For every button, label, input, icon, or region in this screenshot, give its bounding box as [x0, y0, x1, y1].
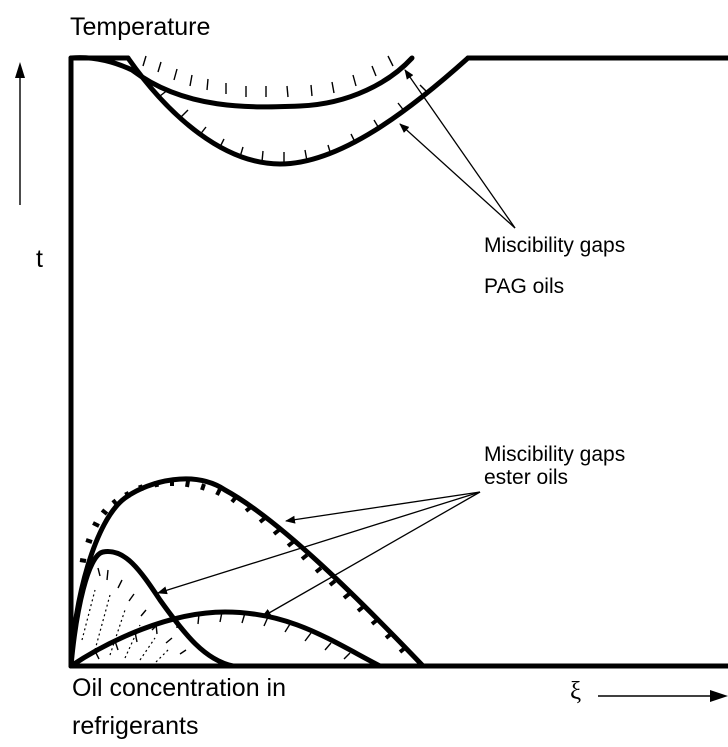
- pag-label-line2: PAG oils: [484, 275, 565, 298]
- pag-label-line1: Miscibility gaps: [484, 234, 626, 257]
- ester-gap-large: [68, 476, 426, 669]
- ester-leader-arrows: [157, 491, 481, 618]
- ester-label-line1: Miscibility gaps: [484, 443, 626, 466]
- pag-gap-lower: [125, 55, 471, 167]
- y-axis-title: Temperature: [70, 13, 211, 41]
- x-axis-title-line1: Oil concentration in: [72, 674, 287, 702]
- ester-gap-low: [68, 609, 383, 669]
- diagram-frame: [68, 55, 728, 669]
- ester-label-line2: ester oils: [484, 466, 569, 489]
- y-axis-arrow: [15, 62, 25, 205]
- x-axis-title-line2: refrigerants: [72, 712, 199, 740]
- pag-leader-arrows: [399, 69, 516, 229]
- y-axis-symbol: t: [36, 245, 43, 273]
- x-axis-arrow: [598, 690, 728, 702]
- pag-gap-upper: [68, 55, 415, 110]
- x-axis-symbol: ξ: [570, 678, 582, 705]
